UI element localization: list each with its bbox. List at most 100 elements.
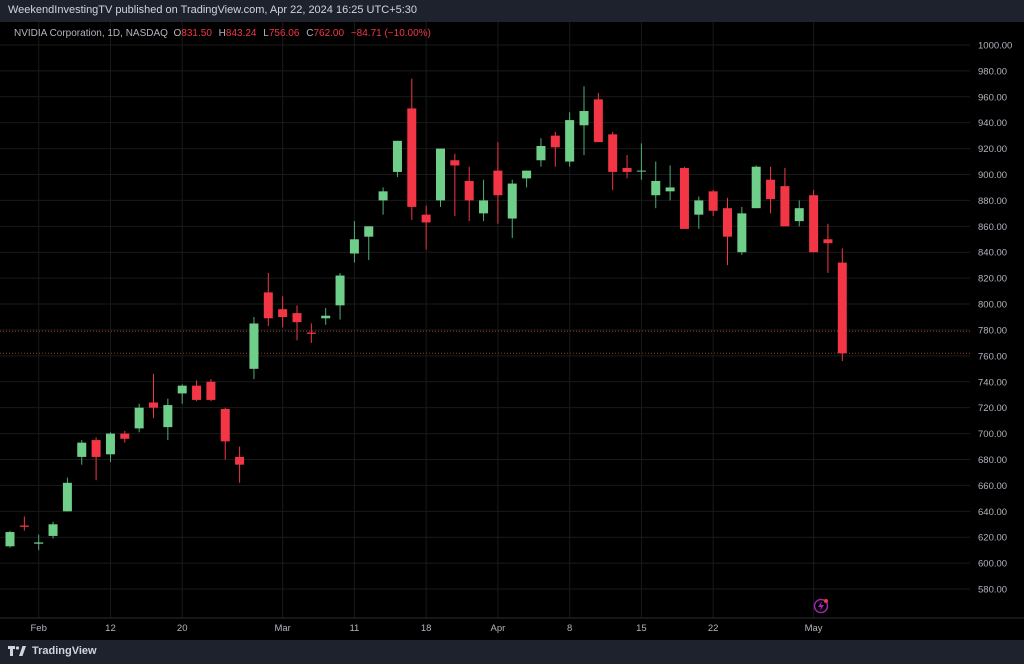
candle [550,131,560,167]
candle-body [536,146,546,161]
y-tick-label: 840.00 [978,248,1007,259]
candle [809,190,819,253]
candle-body [292,313,302,323]
close-label: C [306,28,314,39]
x-tick-label: Mar [274,623,290,634]
y-axis: 580.00 600.00 620.00 640.00 660.00 680.00 700.… [970,22,1024,640]
candle-body [306,332,316,334]
candle-body [235,456,245,465]
x-tick-label: 18 [421,623,432,634]
candle [34,534,44,551]
candle-body [149,402,158,408]
chart-panel[interactable]: NVIDIA Corporation, 1D, NASDAQ O831.50 H… [0,22,1024,640]
candle [565,112,575,167]
y-tick-label: 700.00 [978,429,1007,440]
candle [149,374,158,419]
candle-body [694,200,704,215]
y-tick-label: 860.00 [978,222,1007,233]
candle [794,200,804,227]
candle-body [192,385,202,400]
candle [134,403,144,433]
candle-body [34,542,44,544]
candle [48,521,58,539]
candle [636,143,646,180]
candle [105,432,115,463]
candle [77,440,87,465]
y-tick-label: 880.00 [978,196,1007,207]
y-tick-label: 900.00 [978,170,1007,181]
candle [493,142,503,224]
candle-body [220,408,230,442]
candle-body [507,183,517,219]
high-label: H [218,28,226,39]
candle [479,179,489,222]
candle-body [163,405,173,428]
candle [235,446,245,483]
x-tick-label: 22 [708,623,719,634]
candle [751,165,761,209]
candle-body [48,524,58,536]
y-tick-label: 820.00 [978,274,1007,285]
y-tick-label: 620.00 [978,533,1007,544]
candle-body [105,433,115,455]
grid-lines [0,22,970,618]
candle [651,161,661,209]
candle [378,187,388,215]
candle-body [766,179,776,200]
candle-body [177,385,187,394]
candle [436,148,445,207]
candle [335,272,345,320]
candle [392,140,402,178]
candle [522,170,532,188]
y-tick-label: 940.00 [978,118,1007,129]
candle-body [77,442,87,457]
symbol-label: NVIDIA Corporation, 1D, NASDAQ [14,28,168,39]
candle-body [794,208,804,222]
candle [263,272,273,327]
candle-body [421,214,431,223]
candle [780,168,790,227]
high-value: 843.24 [225,28,257,39]
candle [579,86,589,156]
candle [177,384,187,404]
candle [464,166,474,222]
candle [450,153,460,216]
y-tick-label: 600.00 [978,559,1007,570]
candle [5,530,15,548]
candle-body [278,309,288,317]
tradingview-brand[interactable]: TradingView [8,645,97,657]
candle-body [751,166,761,209]
candle-body [809,195,819,253]
candle [593,92,603,143]
candle-body [593,99,603,143]
y-tick-label: 580.00 [978,585,1007,596]
candle-body [206,381,216,400]
y-tick-label: 760.00 [978,351,1007,362]
candle [220,407,230,460]
y-tick-label: 660.00 [978,481,1007,492]
candle [608,131,618,191]
lightning-icon[interactable] [813,598,829,614]
candlestick-chart[interactable]: 580.00 600.00 620.00 640.00 660.00 680.00 700.… [0,22,1024,640]
candle-body [579,111,589,126]
x-axis: Feb 12 20 Mar 11 18 Apr 8 15 22 May [0,617,1024,640]
candle-body [737,213,747,253]
candle-body [493,170,503,196]
candle-body [364,226,374,237]
candle [708,190,718,216]
y-tick-label: 680.00 [978,455,1007,466]
x-tick-label: 8 [567,623,572,634]
open-value: 831.50 [181,28,212,39]
candle-body [780,186,790,227]
brand-label: TradingView [32,645,97,657]
candle-body [263,292,273,319]
footer-bar: TradingView [0,640,1024,664]
candle-body [335,275,345,306]
candle-body [550,135,560,148]
y-tick-label: 800.00 [978,300,1007,311]
tradingview-logo-icon [8,645,26,656]
x-tick-label: Feb [31,623,47,634]
open-label: O [173,28,182,39]
candle-body [679,168,689,229]
